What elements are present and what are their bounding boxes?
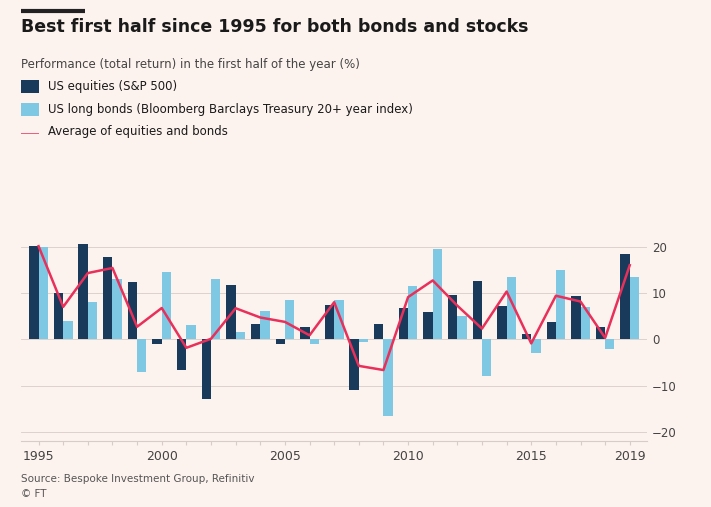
Bar: [408, 286, 417, 339]
Bar: [211, 279, 220, 339]
Bar: [334, 300, 343, 339]
Bar: [630, 277, 639, 339]
Bar: [621, 254, 630, 339]
Bar: [177, 339, 186, 370]
Bar: [448, 295, 457, 339]
Bar: [235, 332, 245, 339]
Text: Source: Bespoke Investment Group, Refinitiv: Source: Bespoke Investment Group, Refini…: [21, 474, 255, 484]
Bar: [507, 277, 516, 339]
Bar: [571, 296, 580, 339]
Bar: [276, 339, 285, 344]
Bar: [383, 339, 392, 416]
Bar: [300, 327, 309, 339]
Bar: [359, 339, 368, 342]
Bar: [433, 249, 442, 339]
Bar: [251, 323, 260, 339]
Bar: [88, 302, 97, 339]
Bar: [473, 281, 482, 339]
Bar: [596, 327, 605, 339]
Text: Performance (total return) in the first half of the year (%): Performance (total return) in the first …: [21, 58, 360, 71]
Bar: [202, 339, 211, 399]
Bar: [63, 321, 73, 339]
Bar: [457, 316, 466, 339]
Bar: [349, 339, 359, 390]
Bar: [260, 311, 269, 339]
Bar: [531, 339, 540, 353]
Bar: [161, 272, 171, 339]
Bar: [325, 305, 334, 339]
Bar: [556, 270, 565, 339]
Text: US equities (S&P 500): US equities (S&P 500): [48, 80, 178, 93]
Text: © FT: © FT: [21, 489, 47, 499]
Text: Average of equities and bonds: Average of equities and bonds: [48, 125, 228, 138]
Bar: [399, 308, 408, 339]
Bar: [497, 306, 507, 339]
Bar: [605, 339, 614, 348]
Bar: [482, 339, 491, 376]
Bar: [309, 339, 319, 344]
Text: Best first half since 1995 for both bonds and stocks: Best first half since 1995 for both bond…: [21, 18, 529, 36]
Bar: [103, 258, 112, 339]
Bar: [54, 293, 63, 339]
Bar: [128, 282, 137, 339]
Bar: [186, 325, 196, 339]
Bar: [78, 244, 88, 339]
Bar: [38, 247, 48, 339]
Bar: [29, 246, 38, 339]
Bar: [522, 334, 531, 339]
Bar: [580, 307, 590, 339]
Text: US long bonds (Bloomberg Barclays Treasury 20+ year index): US long bonds (Bloomberg Barclays Treasu…: [48, 102, 413, 116]
Bar: [285, 300, 294, 339]
Bar: [112, 279, 122, 339]
Bar: [137, 339, 146, 372]
Bar: [547, 321, 556, 339]
Bar: [374, 324, 383, 339]
Bar: [423, 312, 433, 339]
Bar: [226, 284, 235, 339]
Bar: [152, 339, 161, 344]
